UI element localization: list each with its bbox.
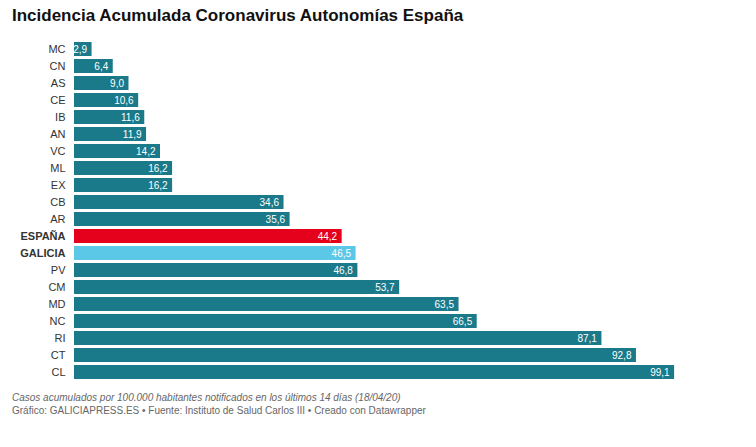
svg-text:IB: IB [55,111,65,123]
svg-text:GALICIA: GALICIA [20,247,65,259]
svg-text:AN: AN [50,128,65,140]
html-text:Casos acumulados por 100.000 h: Casos acumulados por 100.000 habitantes … [12,392,401,403]
svg-text:CN: CN [50,60,66,72]
svg-text:6,4: 6,4 [94,61,108,72]
svg-text:16,2: 16,2 [148,180,168,191]
svg-text:CL: CL [51,366,65,378]
svg-text:2,9: 2,9 [73,44,87,55]
svg-text:AS: AS [51,77,66,89]
svg-text:MC: MC [48,43,65,55]
svg-text:RI: RI [55,332,66,344]
svg-text:46,8: 46,8 [333,265,353,276]
svg-text:92,8: 92,8 [612,350,632,361]
html-text:Incidencia Acumulada Coronavir: Incidencia Acumulada Coronavirus Autonom… [12,6,464,25]
svg-text:35,6: 35,6 [266,214,286,225]
svg-text:VC: VC [50,145,65,157]
svg-text:44,2: 44,2 [318,231,338,242]
svg-text:99,1: 99,1 [650,367,670,378]
svg-text:NC: NC [50,315,66,327]
svg-text:53,7: 53,7 [375,282,395,293]
svg-text:11,6: 11,6 [121,112,140,123]
svg-text:10,6: 10,6 [114,95,134,106]
svg-text:ESPAÑA: ESPAÑA [20,230,65,242]
svg-text:87,1: 87,1 [577,333,597,344]
svg-text:CM: CM [48,281,65,293]
svg-text:CT: CT [51,349,66,361]
svg-text:34,6: 34,6 [260,197,280,208]
html-text:Gráfico: GALICIAPRESS.ES • Fue: Gráfico: GALICIAPRESS.ES • Fuente: Insti… [12,405,426,416]
svg-text:ML: ML [50,162,65,174]
svg-text:11,9: 11,9 [123,129,142,140]
svg-text:9,0: 9,0 [110,78,124,89]
svg-text:66,5: 66,5 [453,316,473,327]
svg-text:AR: AR [50,213,65,225]
svg-text:46,5: 46,5 [332,248,352,259]
svg-text:PV: PV [51,264,66,276]
svg-text:14,2: 14,2 [136,146,156,157]
svg-text:CE: CE [50,94,65,106]
svg-text:16,2: 16,2 [148,163,168,174]
svg-text:MD: MD [48,298,65,310]
svg-text:63,5: 63,5 [435,299,455,310]
svg-text:CB: CB [50,196,65,208]
svg-text:EX: EX [51,179,66,191]
